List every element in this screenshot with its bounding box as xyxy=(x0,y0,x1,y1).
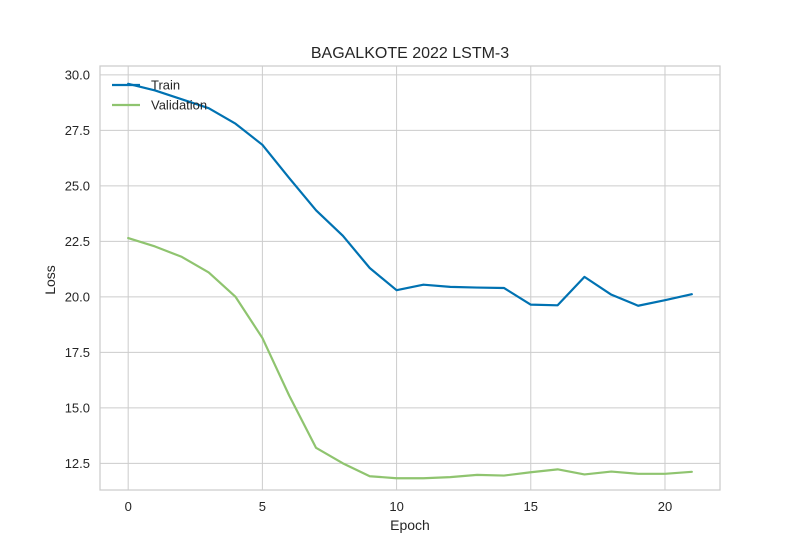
y-axis-ticks: 12.5 15.0 17.5 20.0 22.5 25.0 27.5 30.0 xyxy=(65,67,90,470)
legend-label-validation: Validation xyxy=(151,98,207,113)
chart-title: BAGALKOTE 2022 LSTM-3 xyxy=(311,45,509,62)
x-tick-label: 0 xyxy=(125,499,132,514)
plot-frame xyxy=(99,65,721,491)
y-tick-label: 12.5 xyxy=(65,456,90,471)
series-lines xyxy=(127,82,693,480)
grid xyxy=(100,66,720,490)
x-tick-label: 10 xyxy=(389,499,403,514)
y-tick-label: 27.5 xyxy=(65,123,90,138)
legend: Train Validation xyxy=(112,78,207,113)
series-line-validation xyxy=(127,236,693,480)
y-tick-label: 17.5 xyxy=(65,345,90,360)
y-tick-label: 25.0 xyxy=(65,178,90,193)
series-line-train xyxy=(127,82,693,307)
legend-label-train: Train xyxy=(151,78,180,93)
y-tick-label: 30.0 xyxy=(65,67,90,82)
x-axis-ticks: 0 5 10 15 20 xyxy=(125,499,673,514)
x-axis-label: Epoch xyxy=(390,517,430,533)
y-tick-label: 22.5 xyxy=(65,234,90,249)
x-tick-label: 15 xyxy=(524,499,538,514)
y-tick-label: 20.0 xyxy=(65,289,90,304)
x-tick-label: 20 xyxy=(658,499,672,514)
x-tick-label: 5 xyxy=(259,499,266,514)
y-axis-label: Loss xyxy=(42,265,58,295)
y-tick-label: 15.0 xyxy=(65,400,90,415)
